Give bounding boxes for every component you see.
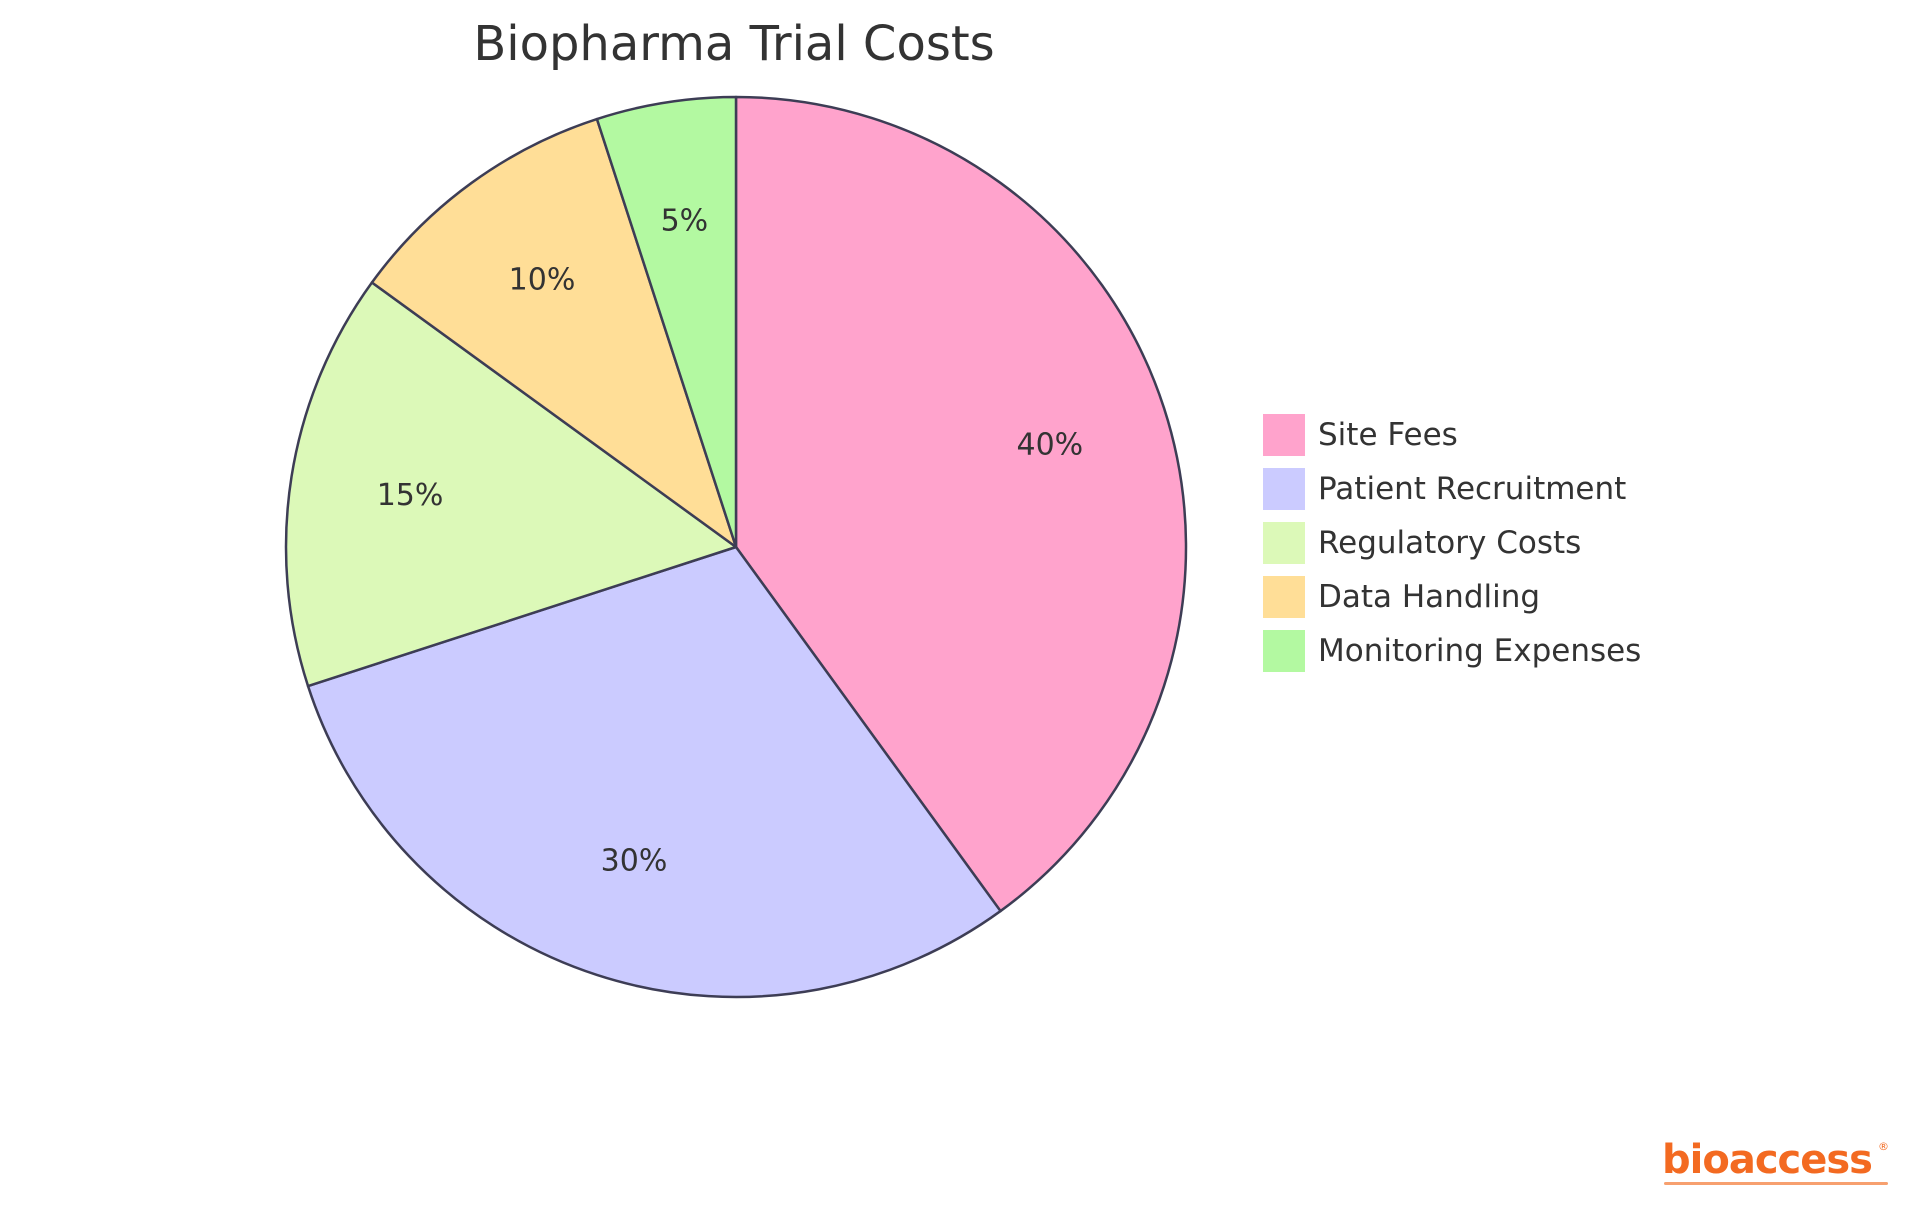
pie-slice-patient-recruitment xyxy=(306,545,1002,999)
slice-label-monitoring-expenses: 5% xyxy=(661,204,709,239)
legend-label-regulatory-costs: Regulatory Costs xyxy=(1318,525,1581,561)
legend-swatch-patient-recruitment xyxy=(1261,466,1307,512)
legend-swatch-site-fees xyxy=(1261,412,1307,458)
slice-label-patient-recruitment: 30% xyxy=(601,843,668,878)
logo-registered-mark: ® xyxy=(1878,1140,1889,1153)
slice-label-data-handling: 10% xyxy=(509,263,576,298)
slice-label-regulatory-costs: 15% xyxy=(377,478,444,513)
pie-slice-data-handling xyxy=(370,117,738,549)
legend-label-data-handling: Data Handling xyxy=(1318,579,1540,615)
legend-label-site-fees: Site Fees xyxy=(1318,417,1458,453)
legend-swatch-monitoring-expenses xyxy=(1261,628,1307,674)
legend-label-monitoring-expenses: Monitoring Expenses xyxy=(1318,633,1641,669)
chart-title: Biopharma Trial Costs xyxy=(473,16,994,72)
bioaccess-logo: bioaccess ® xyxy=(1662,1138,1892,1190)
logo-wordmark: bioaccess xyxy=(1662,1137,1873,1183)
slice-label-site-fees: 40% xyxy=(1017,428,1084,463)
legend-swatch-regulatory-costs xyxy=(1261,520,1307,566)
pie-slice-monitoring-expenses xyxy=(595,95,738,549)
pie-slices xyxy=(284,95,1188,999)
pie-slice-labels: 40% 30% 15% 10% 5% xyxy=(377,204,1083,879)
pie-slice-site-fees xyxy=(734,95,1188,913)
legend-label-patient-recruitment: Patient Recruitment xyxy=(1318,471,1626,507)
logo-tagline-bar xyxy=(1664,1182,1888,1185)
legend: Site Fees Patient Recruitment Regulatory C… xyxy=(1261,412,1641,674)
pie-slice-regulatory-costs xyxy=(284,281,738,688)
legend-swatch-data-handling xyxy=(1261,574,1307,620)
